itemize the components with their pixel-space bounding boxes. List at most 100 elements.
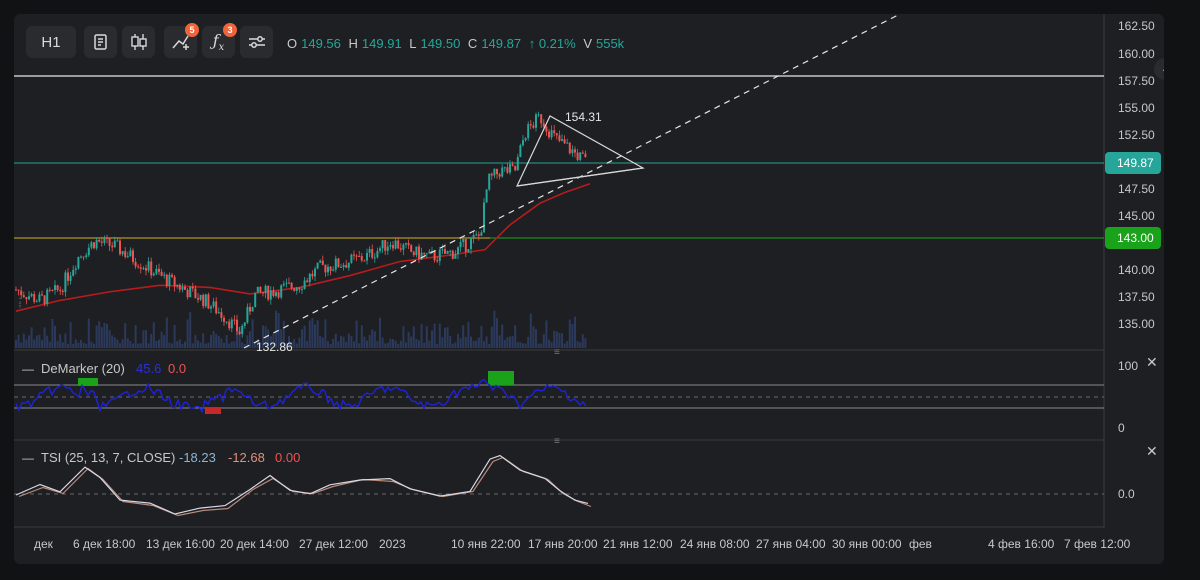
volume-bar [574, 316, 576, 348]
volume-bar [290, 341, 293, 348]
candle-body [15, 289, 17, 291]
candle-body [210, 306, 212, 309]
time-tick: дек [34, 537, 54, 551]
candle-body [241, 325, 244, 335]
volume-bar [82, 342, 85, 348]
low-annotation: 132.86 [256, 340, 293, 354]
price-tick: 147.50 [1118, 182, 1155, 196]
volume-bar [137, 343, 140, 348]
volume-bar [321, 337, 324, 348]
candle-body [298, 287, 301, 290]
volume-bar [301, 329, 303, 348]
volume-bar [246, 335, 249, 348]
volume-bar [275, 310, 277, 348]
volume-bar [373, 331, 376, 348]
volume-bar [584, 338, 587, 348]
volume-bar [194, 335, 197, 348]
chart-settings-button[interactable] [240, 26, 273, 58]
candle-body [584, 153, 587, 158]
volume-bar [25, 339, 28, 348]
candle-body [555, 133, 558, 136]
volume-bar [93, 343, 95, 348]
volume-bar [197, 340, 199, 348]
price-chart[interactable]: ≡≡ 162.50 160.00 157.50 155.00 152.50 14… [14, 14, 1164, 564]
volume-bar [363, 336, 366, 348]
candle-body [438, 249, 441, 262]
volume-bar [345, 341, 348, 348]
volume-bar [54, 325, 56, 348]
candle-body [571, 149, 574, 154]
candle-body [475, 234, 478, 236]
candle-body [308, 273, 311, 283]
candle-body [467, 249, 470, 252]
candle-body [384, 240, 387, 251]
close-label: C [467, 36, 478, 51]
candle-body [324, 264, 327, 273]
volume-bar [324, 319, 327, 348]
candle-body [418, 246, 420, 260]
volume-bar [503, 339, 506, 348]
volume-bar [431, 330, 433, 348]
drag-handle-icon[interactable]: ⋮ ⋮ [15, 297, 25, 313]
candle-body [503, 167, 506, 169]
candle-body [35, 301, 38, 303]
candle-body [347, 262, 350, 268]
candle-body [56, 285, 59, 291]
indicators-button[interactable]: 5 [164, 23, 199, 58]
volume-bar [220, 338, 223, 348]
change-value: ↑ 0.21% [528, 36, 576, 51]
volume-bar [449, 335, 452, 348]
candle-body [38, 294, 41, 302]
volume-bar [405, 342, 407, 348]
price-tick: 155.00 [1118, 101, 1155, 115]
candle-body [98, 239, 101, 242]
volume-bar [285, 343, 288, 348]
high-value: 149.91 [361, 36, 402, 51]
price-tick: 145.00 [1118, 209, 1155, 223]
volume-bar [249, 331, 251, 348]
price-tick: 135.00 [1118, 317, 1155, 331]
volume-bar [150, 333, 153, 348]
volume-bar [566, 341, 569, 348]
candle-body [535, 114, 537, 128]
candle-body [550, 130, 553, 138]
demarker-close-icon[interactable]: ✕ [1146, 354, 1158, 370]
time-tick: 20 дек 14:00 [220, 537, 289, 551]
candle-body [189, 286, 192, 298]
candle-body [220, 312, 223, 318]
volume-bar [441, 337, 444, 348]
interval-button[interactable]: H1 [26, 26, 76, 58]
candle-body [574, 149, 576, 153]
candle-body [397, 240, 400, 249]
demarker-line [15, 378, 587, 414]
volume-bar [28, 335, 30, 348]
candle-body [496, 168, 498, 175]
demarker-collapse-icon[interactable]: — [22, 362, 34, 376]
demarker-axis-top: 100 [1118, 359, 1138, 373]
collapse-panel-button[interactable]: ‹ [1154, 58, 1164, 80]
tsi-collapse-icon[interactable]: — [22, 451, 34, 465]
chart-type-button[interactable] [122, 26, 155, 58]
notes-button[interactable] [84, 26, 117, 58]
time-tick: 6 дек 18:00 [73, 537, 136, 551]
volume-bar [327, 341, 329, 348]
volume-bar [119, 343, 121, 348]
volume-bar [558, 332, 561, 348]
candle-body [568, 142, 571, 154]
candle-body [444, 249, 446, 254]
candle-body [545, 126, 548, 132]
volume-bar [410, 336, 413, 348]
candle-body [168, 274, 171, 287]
volume-bar [147, 343, 150, 348]
volume-bar [376, 341, 379, 348]
volume-bar [358, 343, 361, 348]
candle-body [267, 285, 270, 300]
volume-bar [501, 324, 504, 348]
time-tick: 2023 [379, 537, 406, 551]
volume-bar [298, 337, 301, 348]
fx-button[interactable]: ƒx 3 [202, 23, 237, 58]
candle-body [93, 242, 95, 249]
time-tick: 27 янв 04:00 [756, 537, 826, 551]
tsi-close-icon[interactable]: ✕ [1146, 443, 1158, 459]
volume-bar [288, 336, 290, 348]
